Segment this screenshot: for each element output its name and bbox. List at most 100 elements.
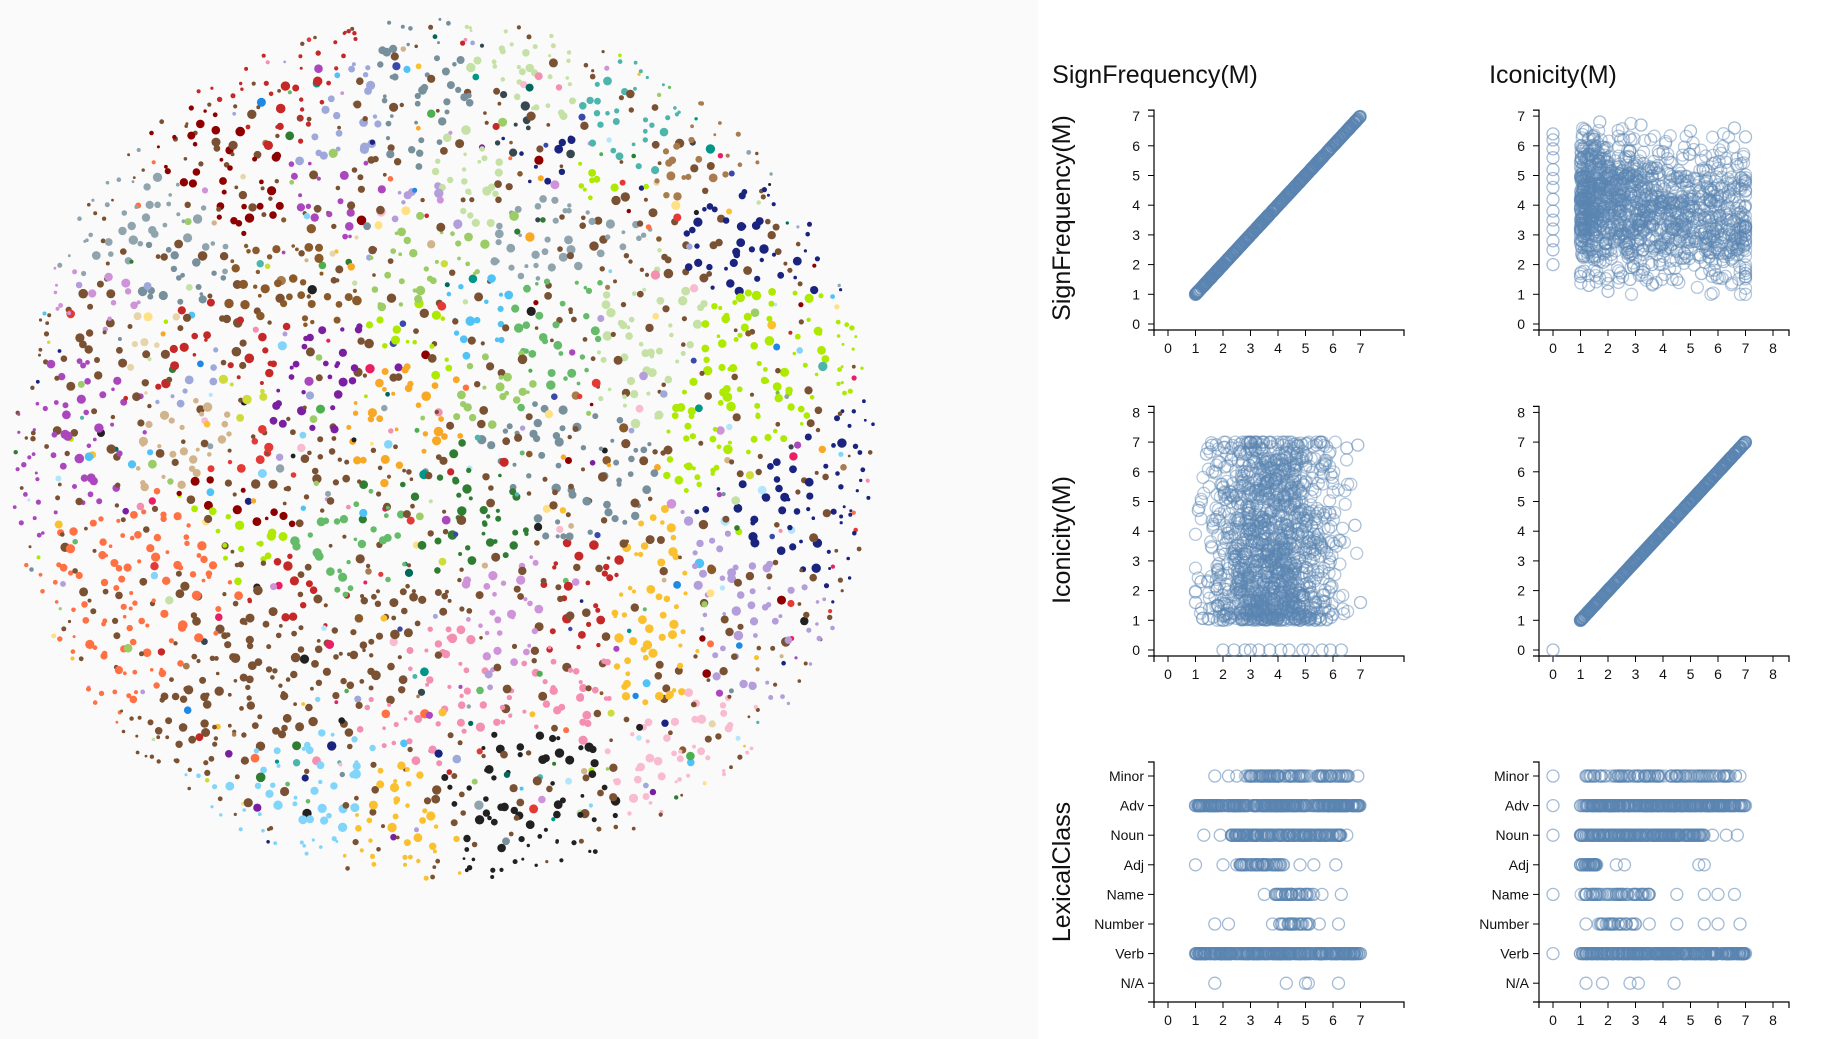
packed-dot — [468, 26, 472, 30]
y-tick-label: 2 — [1517, 583, 1525, 599]
packed-dot — [350, 26, 355, 31]
y-tick-label: 3 — [1132, 227, 1140, 243]
y-tick-label: 0 — [1517, 316, 1525, 332]
y-tick-label: 4 — [1132, 197, 1140, 213]
packed-dot — [298, 54, 303, 59]
matrix-background — [1038, 0, 1833, 1039]
row-header: SignFrequency(M) — [1048, 115, 1076, 321]
x-tick-label: 6 — [1714, 666, 1722, 682]
packed-dot — [500, 77, 506, 82]
packed-dot — [516, 65, 522, 70]
x-tick-label: 3 — [1247, 340, 1255, 356]
packed-dot — [240, 87, 244, 91]
packed-dot — [392, 62, 401, 71]
packed-dot — [333, 40, 338, 45]
y-tick-label: Adv — [1120, 798, 1144, 814]
packed-dot — [633, 60, 638, 65]
packed-dot — [525, 63, 535, 73]
packed-dot — [287, 90, 292, 95]
packed-dot — [637, 72, 641, 76]
x-tick-label: 5 — [1302, 1012, 1310, 1028]
x-tick-label: 2 — [1604, 666, 1612, 682]
packed-dot — [399, 102, 404, 108]
packed-dot — [275, 103, 286, 114]
packed-dot — [299, 66, 303, 70]
y-tick-label: 3 — [1517, 553, 1525, 569]
x-tick-label: 7 — [1742, 340, 1750, 356]
packed-dot — [389, 74, 394, 80]
packed-dot — [188, 105, 194, 111]
packed-dot — [340, 91, 345, 95]
packed-dot — [604, 65, 610, 71]
x-tick-label: 7 — [1357, 340, 1365, 356]
y-tick-label: 5 — [1517, 168, 1525, 184]
packed-dot — [601, 50, 605, 54]
packed-dot — [389, 102, 399, 112]
packed-dot — [441, 67, 450, 76]
y-tick-label: Verb — [1500, 946, 1529, 962]
packed-dot — [434, 55, 440, 62]
x-tick-label: 6 — [1329, 340, 1337, 356]
x-tick-label: 6 — [1329, 1012, 1337, 1028]
x-tick-label: 4 — [1274, 1012, 1282, 1028]
x-tick-label: 7 — [1742, 666, 1750, 682]
packed-dot — [313, 76, 323, 86]
y-tick-label: Name — [1107, 886, 1145, 902]
x-tick-label: 6 — [1329, 666, 1337, 682]
packed-dot — [618, 53, 622, 58]
y-tick-label: 1 — [1132, 286, 1140, 302]
y-tick-label: 7 — [1517, 108, 1525, 124]
x-tick-label: 4 — [1274, 340, 1282, 356]
packed-dot — [319, 99, 325, 105]
packed-dot — [547, 74, 553, 80]
packed-dot — [299, 107, 305, 112]
packed-dot — [456, 56, 465, 64]
packed-dot — [356, 77, 364, 85]
packed-dot — [382, 47, 392, 57]
packed-dot — [268, 91, 274, 97]
packed-dot — [503, 29, 508, 34]
y-tick-label: Name — [1492, 886, 1530, 902]
y-tick-label: N/A — [1121, 975, 1145, 991]
packed-dot — [283, 60, 287, 64]
y-tick-label: 1 — [1132, 612, 1140, 628]
row-header: LexicalClass — [1048, 802, 1076, 942]
y-tick-label: 4 — [1132, 523, 1140, 539]
packed-dot — [377, 61, 384, 68]
packed-dot — [239, 81, 243, 86]
y-tick-label: Verb — [1115, 946, 1144, 962]
data-point — [1624, 287, 1639, 301]
x-tick-label: 3 — [1247, 666, 1255, 682]
x-tick-label: 0 — [1164, 666, 1172, 682]
packed-dot — [469, 29, 473, 32]
packed-dot — [299, 97, 304, 102]
y-tick-label: N/A — [1506, 975, 1530, 991]
x-tick-label: 5 — [1687, 666, 1695, 682]
packed-dot — [466, 62, 476, 73]
y-tick-label: Adv — [1505, 798, 1529, 814]
y-tick-label: 2 — [1132, 257, 1140, 273]
x-tick-label: 6 — [1714, 1012, 1722, 1028]
packed-dot — [565, 76, 570, 80]
packed-dot — [491, 59, 497, 65]
data-point — [1647, 129, 1661, 143]
y-tick-label: 1 — [1517, 612, 1525, 628]
x-tick-label: 8 — [1769, 666, 1777, 682]
packed-dot — [313, 35, 317, 40]
packed-dot — [315, 50, 321, 56]
packed-dot — [306, 37, 312, 42]
y-tick-label: Minor — [1494, 768, 1529, 784]
packed-dot — [389, 44, 398, 54]
packed-dot — [280, 81, 291, 91]
y-tick-label: 8 — [1517, 404, 1525, 420]
packed-dot — [522, 49, 530, 57]
y-tick-label: 2 — [1517, 257, 1525, 273]
packed-dot — [498, 45, 505, 52]
packed-dot — [196, 89, 201, 94]
packed-dot — [353, 37, 358, 41]
packed-dot — [661, 83, 665, 87]
packed-dot — [438, 17, 442, 21]
x-tick-label: 8 — [1769, 340, 1777, 356]
x-tick-label: 1 — [1192, 340, 1200, 356]
packed-dot — [233, 104, 238, 109]
